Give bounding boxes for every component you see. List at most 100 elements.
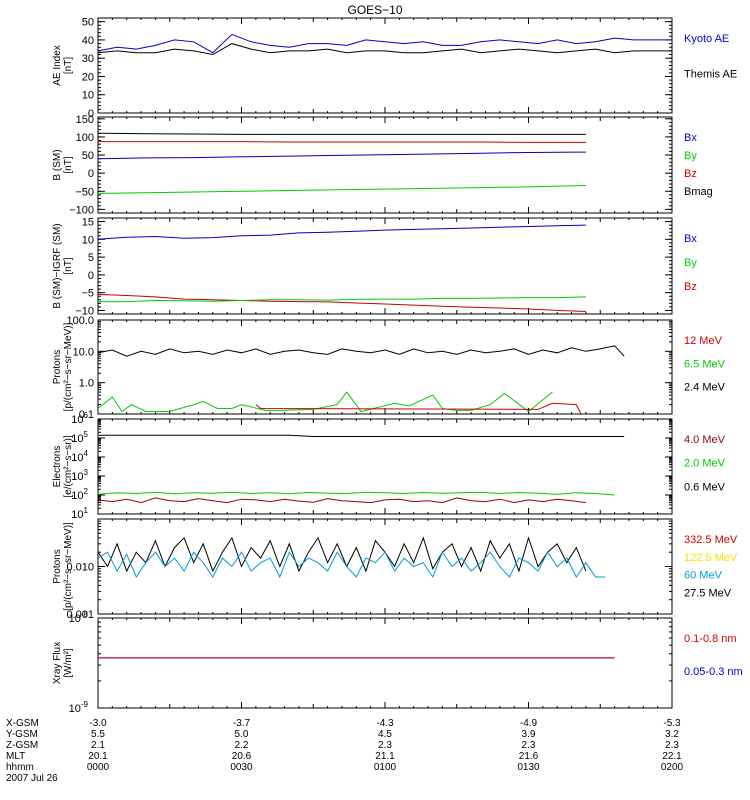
y-tick-label: −10 (75, 305, 94, 317)
legend-bx: Bx (684, 132, 697, 144)
series-by (98, 296, 586, 303)
panel-bdiff: −10 −5 0 5 10 15 B (SM)−IGRF (SM) [nT] Bx By Bz (52, 217, 697, 318)
series-bz (98, 141, 586, 143)
legend-themis-ae: Themis AE (684, 69, 737, 81)
x-table-value: 2.3 (665, 740, 679, 751)
y-tick-label: 106 (71, 411, 88, 426)
y-tick-label: 10.0 (73, 346, 94, 358)
y-tick-label: 0 (88, 108, 94, 120)
y-tick-label: 10 (82, 234, 94, 246)
x-table-value: 0000 (87, 762, 110, 773)
y-tick-label: 101 (71, 506, 88, 521)
y-tick-label: 1.0 (79, 378, 94, 390)
series-kyoto-ae (98, 33, 672, 54)
panel-ae: 0 10 20 30 40 50 AE Index [nT] Kyoto AE Themis AE (52, 17, 737, 120)
x-table-value: 2.2 (235, 740, 249, 751)
y-tick-label: 0.1 (79, 409, 94, 421)
x-table-value: -5.3 (663, 718, 681, 729)
panel-frame (97, 116, 673, 214)
y-axis-label: [nT] (63, 257, 74, 274)
series-bx (98, 151, 586, 160)
y-tick-label: 103 (71, 468, 88, 483)
y-tick-label: 50 (82, 17, 94, 29)
y-axis-label: [p/(cm²−s−sr−MeV)] (63, 522, 74, 611)
x-table-value: 0200 (661, 762, 684, 773)
y-tick-label: 15 (82, 217, 94, 229)
legend-60-mev: 60 MeV (684, 570, 723, 582)
row-label: MLT (6, 751, 25, 762)
y-tick-label: 0.001 (66, 609, 94, 621)
panel-electrons: 101 102 103 104 105 106 Electrons [e/(cm²−s−sr)… (52, 411, 726, 521)
x-table-value: 2.3 (522, 740, 536, 751)
panel-frame (97, 518, 673, 615)
panel-bsm: −100 −50 0 50 100 150 B (SM) [nT] Bx By Bz Bmag (52, 114, 713, 217)
series-0-6-mev (98, 434, 625, 437)
series-group (98, 132, 586, 194)
y-tick-label: 10-9 (69, 700, 89, 715)
y-tick-label: 30 (82, 53, 94, 65)
series-by (98, 185, 586, 194)
legend-bz: Bz (684, 168, 697, 180)
x-table-value: 20.6 (232, 751, 252, 762)
series-group (98, 434, 625, 504)
x-table-value: 4.5 (378, 729, 392, 740)
y-tick-label: −50 (75, 186, 94, 198)
legend-2-4-mev: 2.4 MeV (684, 382, 726, 394)
y-axis-label: [p/(cm²−s−sr−MeV)] (63, 322, 74, 411)
row-label: Z-GSM (6, 740, 38, 751)
legend-0-1-0-8-nm: 0.1-0.8 nm (684, 633, 737, 645)
y-tick-label: 20 (82, 71, 94, 83)
row-label: Y-GSM (6, 729, 38, 740)
panel-frame (97, 617, 673, 709)
legend-bmag: Bmag (684, 186, 713, 198)
series-group (98, 536, 605, 579)
y-tick-label: 100 (76, 132, 94, 144)
x-table-value: 21.1 (375, 751, 395, 762)
series-27-5-mev (98, 536, 587, 573)
y-tick-label: 10-8 (69, 610, 89, 625)
legend-6-5-mev: 6.5 MeV (684, 358, 726, 370)
series-group (98, 224, 586, 312)
series-bmag (98, 132, 586, 135)
y-tick-label: 50 (82, 150, 94, 162)
series-bx (98, 224, 586, 240)
x-table-value: -4.9 (520, 718, 538, 729)
y-axis-label: Xray Flux (52, 642, 63, 684)
x-table-value: -3.7 (233, 718, 251, 729)
y-tick-label: 150 (76, 114, 94, 126)
legend-bx: Bx (684, 233, 697, 245)
legend-122-5-mev: 122.5 MeV (684, 552, 738, 564)
legend-332-5-mev: 332.5 MeV (684, 534, 738, 546)
chart-title: GOES−10 (347, 3, 402, 17)
y-tick-label: 102 (71, 487, 88, 502)
panel-frame (97, 17, 673, 114)
legend-0-6-mev: 0.6 MeV (684, 481, 726, 493)
x-table-value: -3.0 (89, 718, 107, 729)
x-table-value: 22.1 (662, 751, 682, 762)
series-group (98, 33, 672, 56)
legend-27-5-mev: 27.5 MeV (684, 587, 732, 599)
series-group (98, 345, 625, 414)
y-axis-label: AE Index (52, 45, 63, 86)
y-tick-label: −100 (69, 204, 94, 216)
legend-by: By (684, 150, 697, 162)
y-tick-label: 100.0 (66, 315, 94, 327)
x-table-value: 0130 (517, 762, 540, 773)
legend-0-05-0-3-nm: 0.05-0.3 nm (684, 666, 743, 678)
y-tick-label: 40 (82, 35, 94, 47)
y-axis-label: [e/(cm²−s−sr)] (63, 435, 74, 497)
series-60-mev (98, 551, 605, 579)
y-axis-label: [W/m²] (63, 648, 74, 678)
y-tick-label: 104 (71, 449, 88, 464)
y-axis-label: Protons (52, 350, 63, 384)
series-2-0-mev (98, 491, 615, 496)
x-table-value: -4.3 (376, 718, 394, 729)
y-tick-label: 0 (88, 168, 94, 180)
row-label: X-GSM (6, 718, 39, 729)
legend-4-0-mev: 4.0 MeV (684, 434, 726, 446)
series-6-5-mev (98, 345, 625, 357)
